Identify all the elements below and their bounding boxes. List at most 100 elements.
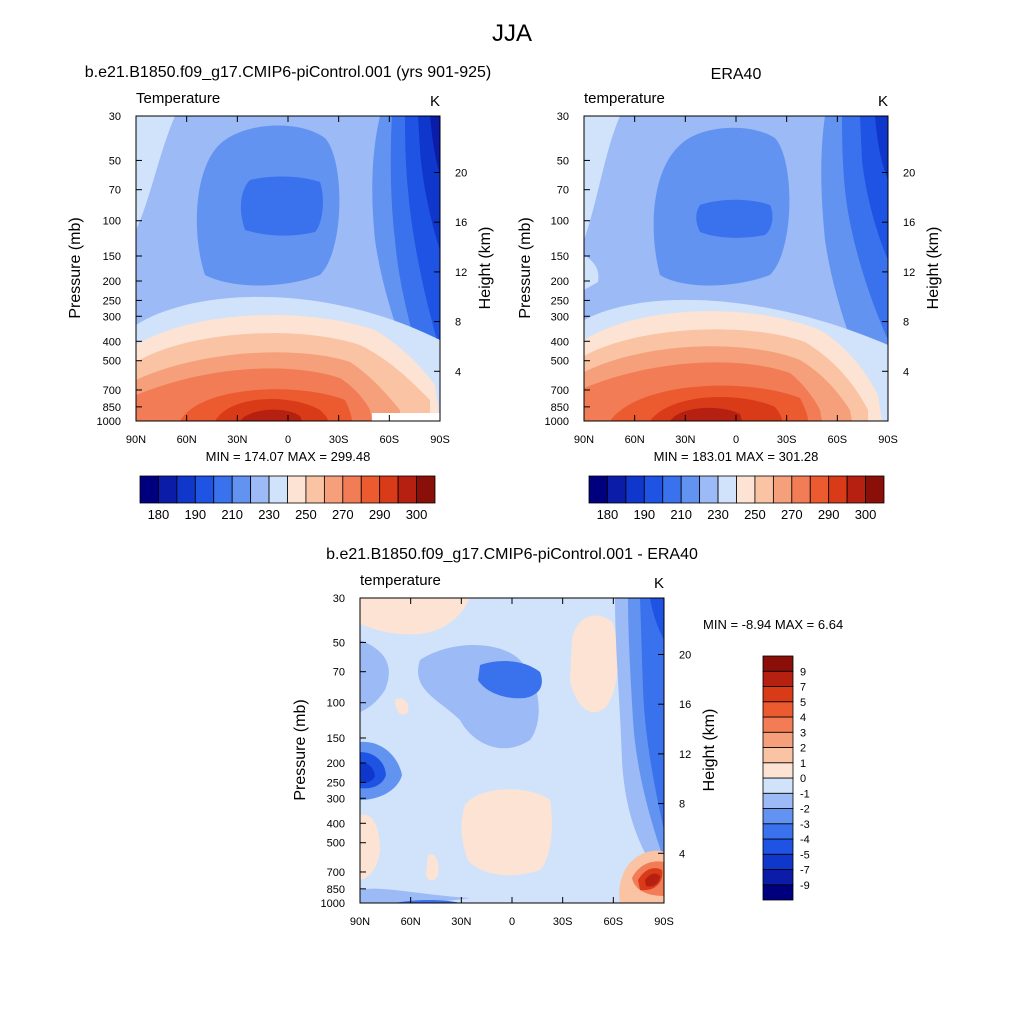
colorbar-label: 210 bbox=[221, 507, 243, 522]
colorbar-swatch bbox=[762, 869, 794, 886]
height-tick-label: 4 bbox=[455, 366, 461, 378]
panel-title-model: b.e21.B1850.f09_g17.CMIP6-piControl.001 … bbox=[85, 64, 491, 81]
x-tick-label: 0 bbox=[285, 434, 291, 446]
x-tick-label: 30S bbox=[553, 916, 573, 928]
colorbar-swatch bbox=[754, 475, 774, 504]
colorbar-swatch bbox=[231, 475, 252, 504]
y-tick-label: 250 bbox=[551, 295, 569, 307]
colorbar-label: 210 bbox=[670, 507, 692, 522]
colorbar-swatch bbox=[194, 475, 215, 504]
x-tick-label: 90S bbox=[878, 434, 898, 446]
x-tick-label: 90N bbox=[350, 916, 370, 928]
colorbar-swatch bbox=[762, 792, 794, 809]
colorbar-label: 9 bbox=[800, 666, 806, 678]
colorbar-label: 270 bbox=[781, 507, 803, 522]
colorbar-label: 4 bbox=[800, 712, 806, 724]
colorbar-swatch bbox=[643, 475, 664, 504]
x-tick-label: 60N bbox=[177, 434, 197, 446]
y-tick-label: 30 bbox=[557, 111, 569, 123]
colorbar-swatch bbox=[662, 475, 682, 504]
x-tick-label: 0 bbox=[733, 434, 739, 446]
y-tick-label: 50 bbox=[109, 155, 121, 167]
y-tick-label: 100 bbox=[103, 216, 121, 228]
x-tick-label: 90S bbox=[430, 434, 450, 446]
colorbar-label: 270 bbox=[332, 507, 354, 522]
y-tick-label: 30 bbox=[109, 111, 121, 123]
colorbar-swatch bbox=[416, 475, 436, 504]
colorbar-label: 300 bbox=[406, 507, 428, 522]
colorbar-swatch bbox=[865, 475, 885, 504]
y-tick-label: 150 bbox=[103, 251, 121, 263]
colorbar-label: 3 bbox=[800, 727, 806, 739]
colorbar-label: 250 bbox=[744, 507, 766, 522]
stats-diff: MIN = -8.94 MAX = 6.64 bbox=[703, 617, 843, 632]
contour-field-model bbox=[136, 116, 440, 421]
colorbar-swatch bbox=[607, 475, 627, 504]
y-tick-label: 150 bbox=[327, 733, 345, 745]
colorbar-swatch bbox=[360, 475, 381, 504]
y-tick-label: 400 bbox=[327, 818, 345, 830]
colorbar-label: -5 bbox=[800, 849, 810, 861]
colorbar-swatch bbox=[588, 475, 608, 504]
panel-diff: 90N 60N 30N 0 30S 60S 90S305070100150200250300… bbox=[292, 546, 843, 928]
colorbar-diff: 9 7 5 4 3 2 1 0 -1 -2 -3 -4 -5 -7 -9 bbox=[762, 655, 810, 901]
field-label-model: Temperature bbox=[136, 90, 220, 107]
colorbar-label: 0 bbox=[800, 773, 806, 785]
panel-title-diff: b.e21.B1850.f09_g17.CMIP6-piControl.001 … bbox=[326, 546, 698, 563]
y-tick-label: 200 bbox=[551, 276, 569, 288]
colorbar-label: 300 bbox=[855, 507, 877, 522]
colorbar-swatch bbox=[772, 475, 793, 504]
y-tick-label: 70 bbox=[333, 667, 345, 679]
x-tick-label: 30S bbox=[329, 434, 349, 446]
y-tick-label: 300 bbox=[551, 311, 569, 323]
y-tick-label: 100 bbox=[551, 216, 569, 228]
colorbar-swatch bbox=[342, 475, 362, 504]
units-label-obs: K bbox=[878, 93, 888, 110]
y-tick-label: 250 bbox=[327, 777, 345, 789]
colorbar-swatch bbox=[762, 701, 794, 718]
x-tick-label: 90N bbox=[126, 434, 146, 446]
colorbar-swatch bbox=[791, 475, 811, 504]
colorbar-obs: 180 190 210 230 250 270 290 300 bbox=[588, 475, 885, 522]
colorbar-swatch bbox=[762, 670, 794, 687]
colorbar-swatch bbox=[762, 777, 794, 794]
panel-model: 90N 60N 30N 0 30S 60S 90S 30 50 70 100 150 200 250 300… bbox=[67, 64, 494, 522]
colorbar-swatch bbox=[809, 475, 830, 504]
x-tick-label: 60S bbox=[828, 434, 848, 446]
y-tick-label: 1000 bbox=[97, 416, 121, 428]
colorbar-label: -3 bbox=[800, 819, 810, 831]
colorbar-label: 2 bbox=[800, 743, 806, 755]
colorbar-swatch bbox=[699, 475, 719, 504]
colorbar-swatch bbox=[287, 475, 307, 504]
x-tick-label: 60S bbox=[380, 434, 400, 446]
colorbar-label: 180 bbox=[597, 507, 619, 522]
y-tick-label: 850 bbox=[551, 402, 569, 414]
x-tick-label: 30S bbox=[777, 434, 797, 446]
colorbar-swatch bbox=[268, 475, 288, 504]
panel-title-obs: ERA40 bbox=[711, 66, 762, 83]
colorbar-swatch bbox=[762, 823, 794, 840]
y-tick-label: 700 bbox=[551, 385, 569, 397]
colorbar-swatch bbox=[762, 853, 794, 870]
field-label-diff: temperature bbox=[360, 572, 441, 589]
colorbar-swatch bbox=[762, 838, 794, 855]
ylabel-obs: Pressure (mb) bbox=[517, 217, 534, 318]
y-tick-label: 70 bbox=[557, 185, 569, 197]
y-tick-label: 400 bbox=[103, 336, 121, 348]
height-tick-label: 4 bbox=[903, 366, 909, 378]
y-tick-label: 250 bbox=[103, 295, 121, 307]
colorbar-swatch bbox=[762, 762, 794, 779]
colorbar-swatch bbox=[762, 808, 794, 825]
y-tick-label: 500 bbox=[103, 356, 121, 368]
x-tick-label: 90N bbox=[574, 434, 594, 446]
colorbar-label: 7 bbox=[800, 682, 806, 694]
colorbar-model: 180 190 210 230 250 270 290 300 bbox=[139, 475, 436, 522]
y-tick-label: 200 bbox=[103, 276, 121, 288]
ylabel-diff: Pressure (mb) bbox=[292, 699, 309, 800]
y-tick-label: 50 bbox=[333, 637, 345, 649]
panel-obs: 90N 60N 30N 0 30S 60S 90S 30 50 70 100 150 200 250 300… bbox=[517, 66, 942, 522]
height-tick-label: 20 bbox=[903, 167, 915, 179]
height-tick-label: 8 bbox=[455, 317, 461, 329]
colorbar-swatch bbox=[213, 475, 233, 504]
